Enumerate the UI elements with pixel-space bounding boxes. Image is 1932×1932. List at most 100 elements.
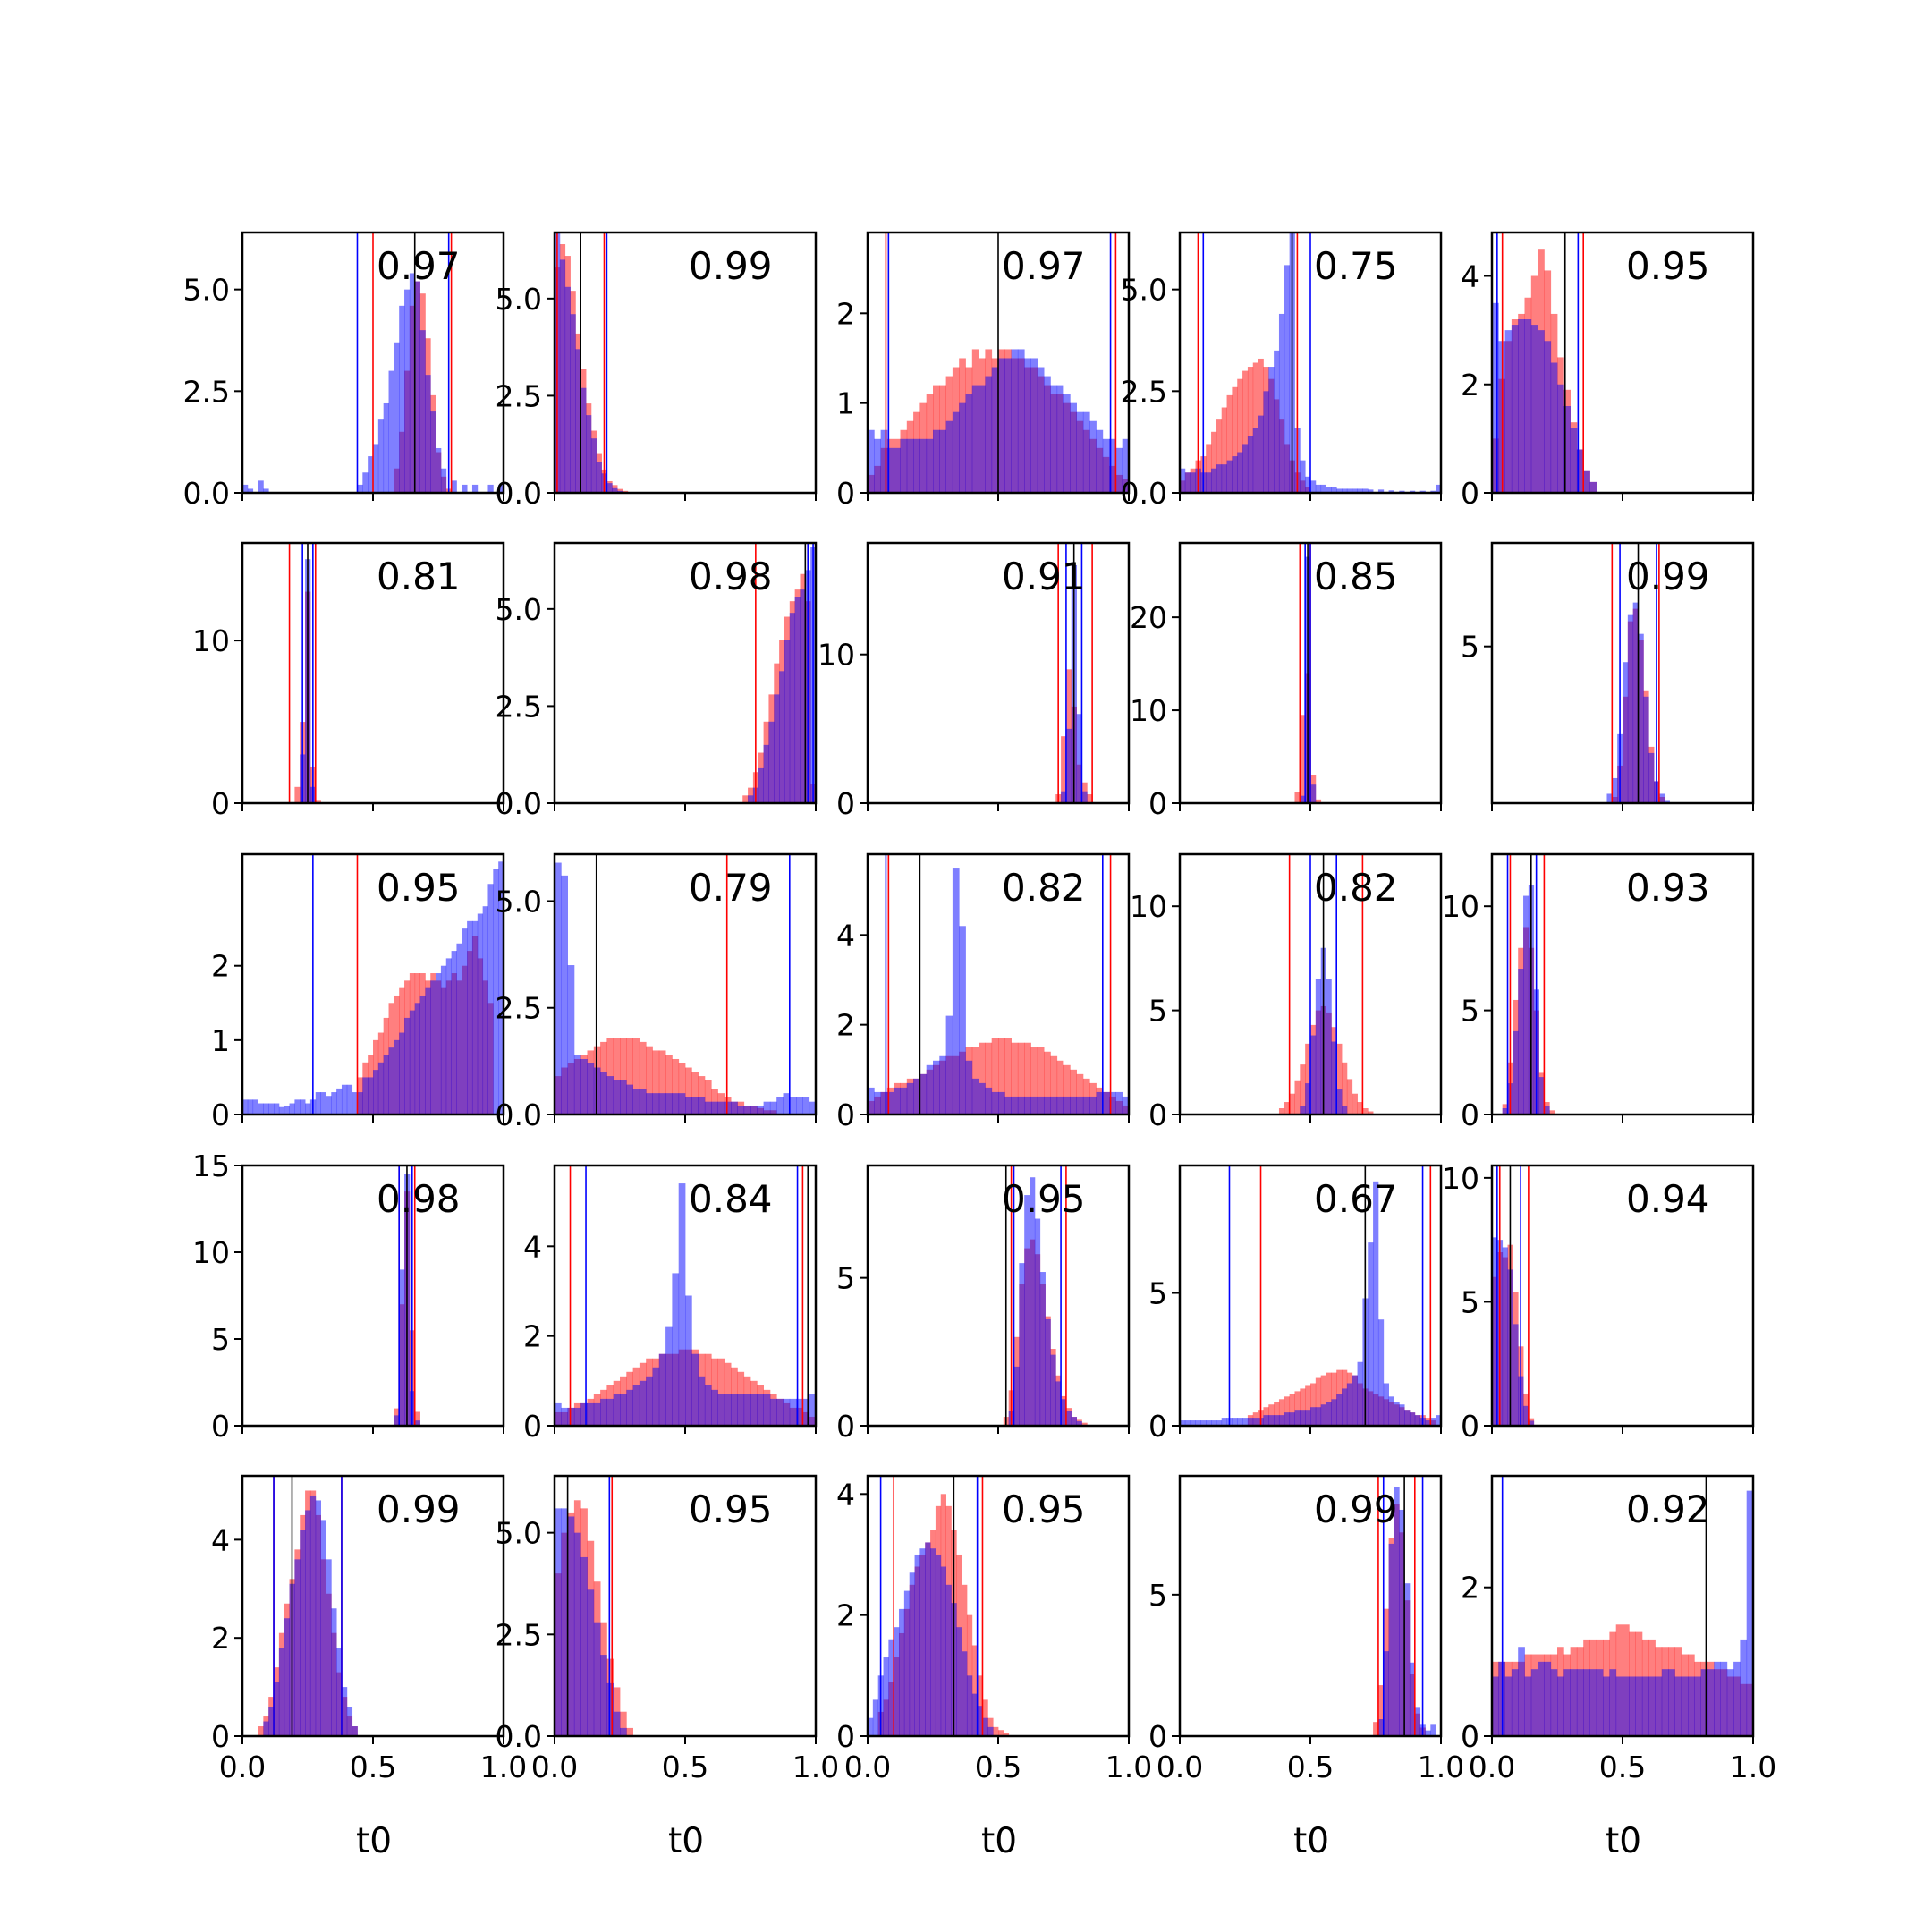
posterior-histogram-bar [1557,384,1564,493]
y-tick-label: 2.5 [496,378,542,413]
posterior-histogram-bar [1034,1218,1041,1426]
posterior-histogram-bar [639,1380,647,1426]
posterior-histogram-bar [1342,1106,1348,1114]
posterior-histogram-bar [1076,411,1084,493]
posterior-histogram-bar [1258,415,1264,493]
posterior-histogram-bar [258,1103,264,1114]
posterior-histogram-bar [399,1032,405,1114]
posterior-histogram-bar [1570,428,1578,493]
posterior-histogram-bar [346,1084,353,1114]
posterior-histogram-bar [658,1353,666,1426]
posterior-histogram-bar [388,1047,394,1114]
posterior-histogram-bar [326,1559,332,1736]
posterior-histogram-bar [305,1510,311,1736]
posterior-histogram-bar [1024,1195,1030,1426]
posterior-histogram-bar [632,1385,640,1426]
panel: 0 5 10 15 0.98 [192,1148,505,1444]
posterior-histogram-bar [1377,1719,1385,1736]
posterior-histogram-bar [886,1091,894,1114]
prior-histogram-bar [1247,367,1254,493]
x-tick-label: 0.5 [662,1750,708,1784]
posterior-histogram-bar [567,1516,575,1736]
posterior-histogram-bar [561,1508,568,1736]
posterior-histogram-bar [1513,1030,1519,1114]
posterior-histogram-bar [1720,1661,1728,1736]
posterior-histogram-bar [809,1101,816,1114]
y-tick-label: 0 [1148,786,1167,821]
posterior-histogram-bar [305,1103,311,1114]
posterior-histogram-bar [665,1326,673,1426]
posterior-histogram-bar [1195,1420,1201,1426]
prior-histogram-bar [258,1726,264,1736]
posterior-histogram-bar [1530,325,1538,493]
posterior-histogram-bar [606,1398,614,1426]
prior-histogram-bar [613,1038,621,1114]
posterior-histogram-bar [409,1010,416,1114]
posterior-histogram-bar [868,1717,874,1736]
posterior-histogram-bar [991,367,999,493]
prior-histogram-bar [1300,1064,1306,1114]
y-tick-label: 5 [1148,1578,1167,1613]
posterior-histogram-bar [430,980,436,1114]
posterior-histogram-bar [906,438,914,493]
posterior-histogram-bar [388,370,394,493]
posterior-histogram-bar [1596,1669,1604,1736]
posterior-histogram-bar [580,1402,588,1426]
posterior-histogram-bar [1648,1676,1656,1736]
posterior-histogram-bar [717,1101,725,1114]
plot-area [288,543,321,803]
posterior-histogram-bar [913,438,920,493]
y-tick-label: 10 [192,623,230,658]
panel: 0.0 0.5 1.0 0 2 4 0.99 [211,1474,527,1784]
posterior-histogram-bar [1668,1669,1675,1736]
posterior-histogram-bar [1557,1676,1564,1736]
posterior-histogram-bar [1623,662,1629,803]
posterior-histogram-bar [919,1548,926,1736]
posterior-histogram-bar [1627,614,1634,803]
posterior-histogram-bar [883,1657,889,1736]
prior-histogram-bar [1320,1375,1326,1426]
prior-histogram-bar [1284,1102,1291,1114]
posterior-histogram-bar [600,1655,607,1736]
posterior-histogram-bar [1076,714,1082,803]
plot-area [242,854,504,1114]
posterior-histogram-bar [1071,1417,1077,1426]
panel: 0 5 10 0.82 [1130,852,1443,1132]
posterior-histogram-bar [1528,1420,1535,1426]
y-tick-label: 1 [836,386,855,421]
posterior-histogram-bar [1310,480,1317,493]
y-tick-label: 5 [1461,630,1479,665]
posterior-histogram-bar [1050,1096,1058,1114]
y-tick-label: 5 [1148,1276,1167,1311]
prior-histogram-bar [652,1050,660,1114]
y-tick-label: 0.0 [496,786,542,821]
posterior-histogram-bar [704,1385,712,1426]
posterior-histogram-bar [789,613,796,803]
y-tick-label: 20 [1130,600,1167,635]
y-tick-label: 0 [211,1409,230,1444]
prior-histogram-bar [620,1711,627,1736]
posterior-histogram-bar [1082,1096,1090,1114]
prior-histogram-bar [1342,1062,1348,1114]
posterior-histogram-bar [1102,1091,1110,1114]
posterior-histogram-bar [731,1394,738,1426]
posterior-histogram-bar [899,1608,905,1736]
prior-histogram-bar [1044,1051,1051,1114]
posterior-histogram-bar [600,1398,607,1426]
prior-histogram-bar [1377,1685,1385,1736]
posterior-histogram-bar [1115,447,1123,493]
posterior-histogram-bar [498,861,504,1114]
posterior-histogram-bar [346,1707,353,1736]
posterior-histogram-bar [268,1103,275,1114]
posterior-histogram-bar [567,1407,575,1426]
posterior-histogram-bar [1184,1420,1191,1426]
posterior-histogram-bar [1694,1676,1701,1736]
prior-histogram-bar [1226,394,1233,493]
posterior-histogram-bar [874,1091,881,1114]
posterior-histogram-bar [368,1077,374,1114]
prior-histogram-bar [665,1055,673,1114]
posterior-histogram-bar [945,1015,953,1114]
score-label: 0.97 [377,244,461,288]
prior-histogram-bar [1232,386,1238,493]
